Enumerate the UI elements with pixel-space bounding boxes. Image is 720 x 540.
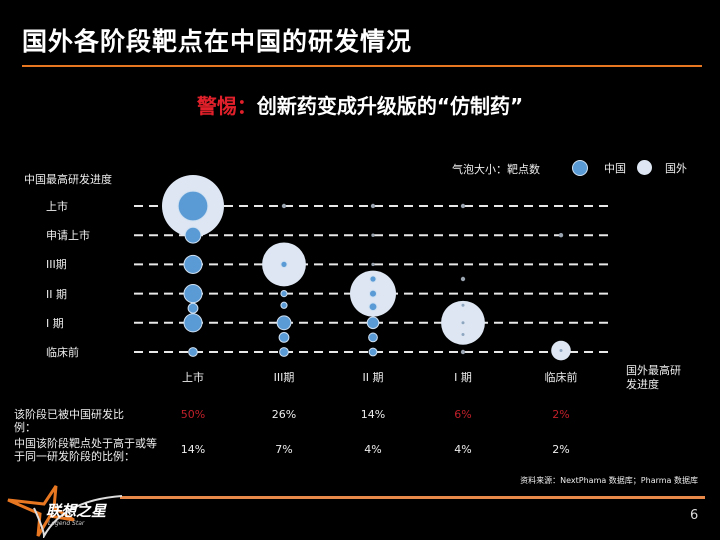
legend-foreign-swatch	[637, 160, 652, 175]
y-tick-label: III期	[46, 258, 67, 272]
china-bubble	[369, 275, 377, 283]
row1-value: 50%	[180, 408, 206, 421]
row1-value: 2%	[552, 408, 570, 421]
legend-foreign-label: 国外	[665, 162, 687, 175]
china-bubble	[559, 349, 563, 353]
foreign-bubble	[460, 203, 466, 209]
legend-size-label: 气泡大小：靶点数	[452, 163, 540, 176]
x-tick-label: 临床前	[544, 371, 578, 384]
legend-china-label: 中国	[604, 162, 626, 175]
row1-value: 6%	[454, 408, 472, 421]
china-bubble	[368, 347, 378, 357]
foreign-bubble	[558, 233, 564, 238]
china-bubble	[187, 302, 199, 314]
footer-divider	[120, 496, 705, 499]
row2-value: 14%	[180, 443, 206, 456]
slide-subtitle: 警惕：创新药变成升级版的“仿制药”	[0, 90, 720, 119]
china-bubble	[461, 332, 465, 336]
x-tick-label: III期	[273, 371, 295, 384]
foreign-bubble	[460, 276, 466, 282]
row2-value: 7%	[275, 443, 293, 456]
page-number: 6	[690, 508, 699, 523]
y-tick-label: 上市	[46, 200, 68, 213]
china-bubble	[183, 313, 203, 333]
foreign-bubble	[370, 203, 376, 209]
china-bubble	[280, 260, 288, 268]
logo-name: 联想之星	[46, 502, 107, 520]
title-divider	[22, 65, 702, 67]
row2-value: 4%	[454, 443, 472, 456]
row2-value: 2%	[552, 443, 570, 456]
china-bubble	[461, 303, 465, 307]
subtitle-warning: 警惕：	[196, 94, 257, 118]
x-tick-label: 上市	[182, 371, 204, 384]
logo-sub: Legend Star	[48, 520, 85, 527]
legend-china-swatch	[572, 160, 588, 176]
row1-label: 该阶段已被中国研发比例：	[14, 408, 124, 434]
legend-star-logo	[7, 485, 123, 538]
y-axis-title: 中国最高研发进度	[24, 173, 112, 186]
row2-label: 中国该阶段靶点处于高于或等于同一研发阶段的比例：	[14, 437, 157, 463]
y-tick-label: I 期	[46, 316, 64, 330]
x-tick-label: II 期	[362, 371, 384, 384]
data-source: 资料来源：NextPhama 数据库；Pharma 数据库	[520, 476, 698, 485]
china-bubble	[177, 190, 209, 222]
china-bubble	[280, 290, 288, 298]
subtitle-text: 创新药变成升级版的“仿制药”	[256, 94, 524, 118]
row1-value: 14%	[360, 408, 386, 421]
china-bubble	[461, 321, 465, 325]
foreign-bubble	[371, 233, 375, 237]
slide-title: 国外各阶段靶点在中国的研发情况	[22, 27, 413, 56]
china-bubble	[368, 302, 378, 312]
china-bubble	[183, 254, 203, 274]
china-bubble	[276, 315, 292, 331]
china-bubble	[183, 284, 203, 304]
china-bubble	[278, 331, 290, 343]
foreign-bubble	[281, 203, 287, 209]
china-bubble	[368, 332, 378, 343]
china-bubble	[279, 347, 289, 357]
row1-value: 26%	[271, 408, 297, 421]
china-bubble	[184, 226, 202, 244]
china-bubble	[188, 347, 198, 357]
x-axis-title: 国外最高研发进度	[626, 364, 681, 391]
china-bubble	[280, 301, 288, 309]
x-tick-label: I 期	[454, 371, 472, 384]
row2-value: 4%	[364, 443, 382, 456]
y-tick-label: 临床前	[46, 346, 79, 359]
china-bubble	[366, 316, 380, 330]
y-tick-label: 申请上市	[46, 229, 90, 243]
foreign-bubble	[371, 262, 375, 267]
foreign-bubble	[460, 349, 466, 355]
y-tick-label: II 期	[46, 287, 67, 301]
china-bubble	[368, 289, 378, 298]
